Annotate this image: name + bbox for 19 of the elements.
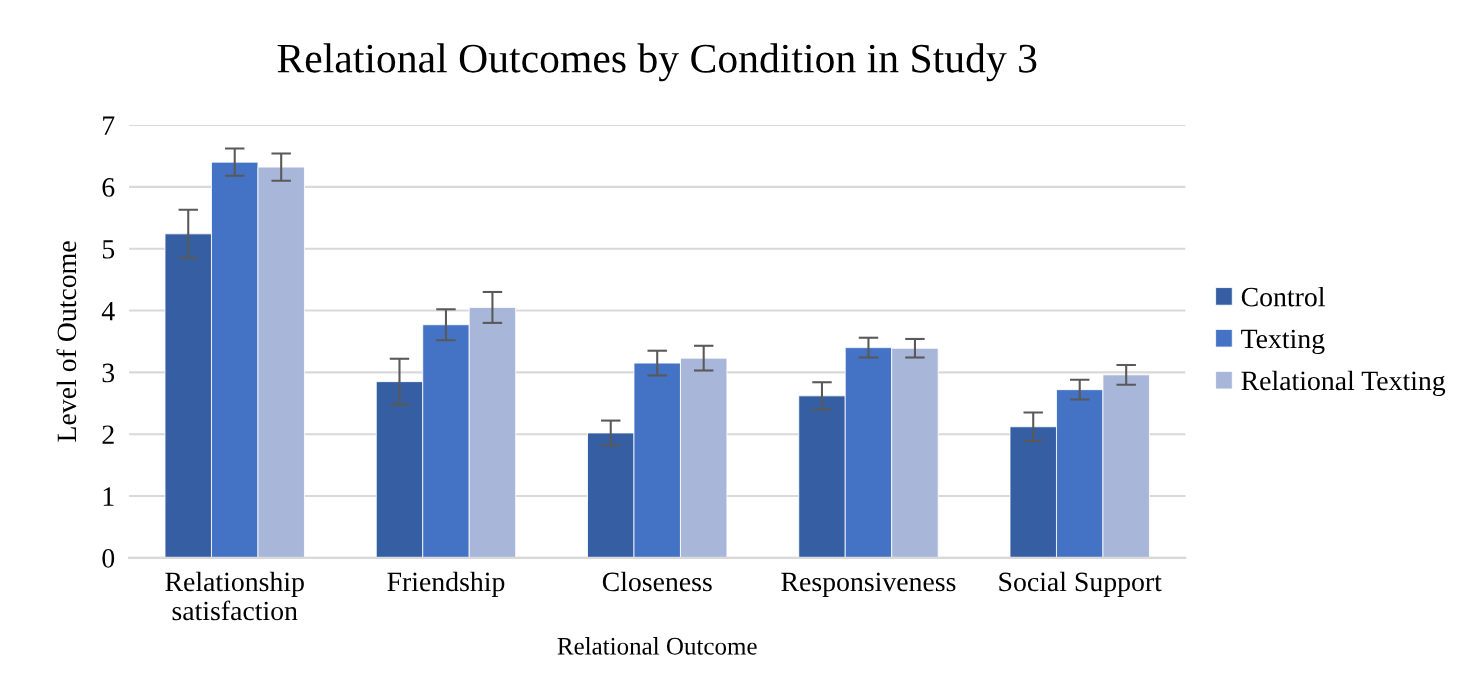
x-tick-label: Friendship [387,571,505,597]
legend-label: Relational Texting [1241,370,1446,396]
legend-label: Control [1241,286,1325,307]
x-axis-title: Relational Outcome [557,637,757,655]
y-tick-label: 2 [102,425,114,444]
y-tick-label: 6 [102,178,115,197]
legend-label: Texting [1241,329,1325,355]
y-tick-label: 5 [102,240,115,259]
y-tick-label: 4 [101,301,115,321]
y-tick-label: 0 [102,549,115,568]
y-tick-label: 7 [103,116,115,135]
y-tick-label: 3 [102,363,115,383]
y-tick-label: 1 [103,487,114,506]
x-tick-label: Social Support [999,571,1162,597]
x-tick-label: Responsiveness [781,572,956,597]
x-tick-label: Relationship satisfaction [165,571,304,621]
y-axis-title: Level of Outcome [56,241,77,442]
x-tick-label: Closeness [602,571,712,592]
chart-title: Relational Outcomes by Condition in Study 3 [277,43,1037,82]
